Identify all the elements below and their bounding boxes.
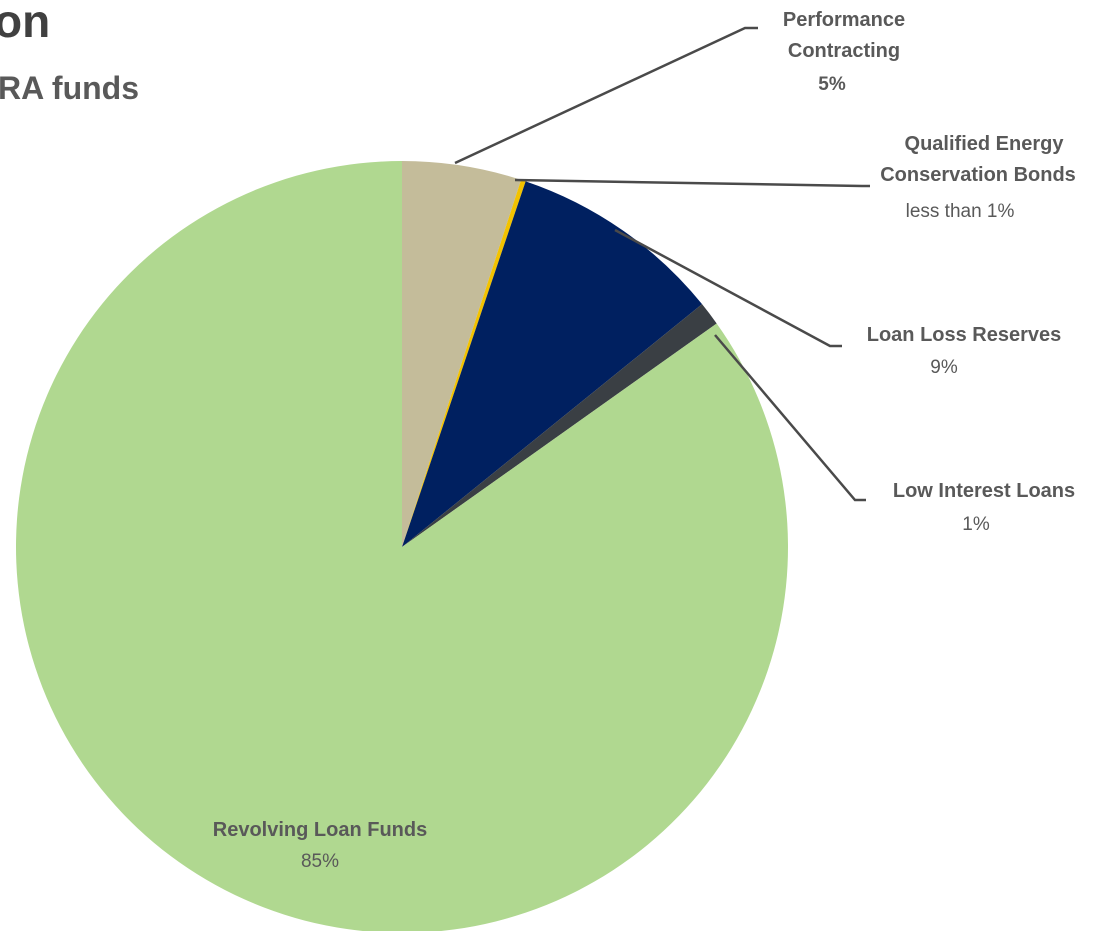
slice-label-2: Qualified Energy [905, 133, 1065, 155]
pie-slice-1 [402, 161, 522, 547]
leader-line-3 [614, 228, 842, 348]
pie-slices [16, 161, 788, 931]
slice-label-2: Conservation Bonds [880, 164, 1076, 186]
slice-value-label-1: 5% [818, 74, 846, 95]
slice-value-label-3: 9% [930, 357, 958, 378]
pie-slice-4 [402, 304, 717, 547]
slice-label-1: Performance [783, 9, 905, 31]
slice-label-1: Contracting [788, 40, 900, 62]
pie-slice-2 [402, 179, 526, 548]
pie-slice-5 [16, 161, 788, 931]
slice-value-label-4: 1% [962, 514, 990, 535]
slice-value-label-5: 85% [301, 851, 339, 872]
slice-label-4: Low Interest Loans [893, 480, 1075, 502]
chart-title-fragment: on [0, 0, 51, 47]
leader-line-4 [714, 334, 866, 502]
slice-value-label-2: less than 1% [906, 201, 1015, 222]
slice-label-3: Loan Loss Reserves [867, 324, 1062, 346]
leader-line-2 [514, 178, 870, 188]
leader-lines [454, 26, 870, 502]
chart-subtitle-fragment: RA funds [0, 70, 140, 106]
leader-line-1 [454, 26, 758, 165]
slice-label-5: Revolving Loan Funds [213, 819, 427, 841]
slice-labels: Performance Contracting 5% Qualified Energy… [213, 9, 1076, 872]
pie-slice-3 [402, 181, 703, 547]
